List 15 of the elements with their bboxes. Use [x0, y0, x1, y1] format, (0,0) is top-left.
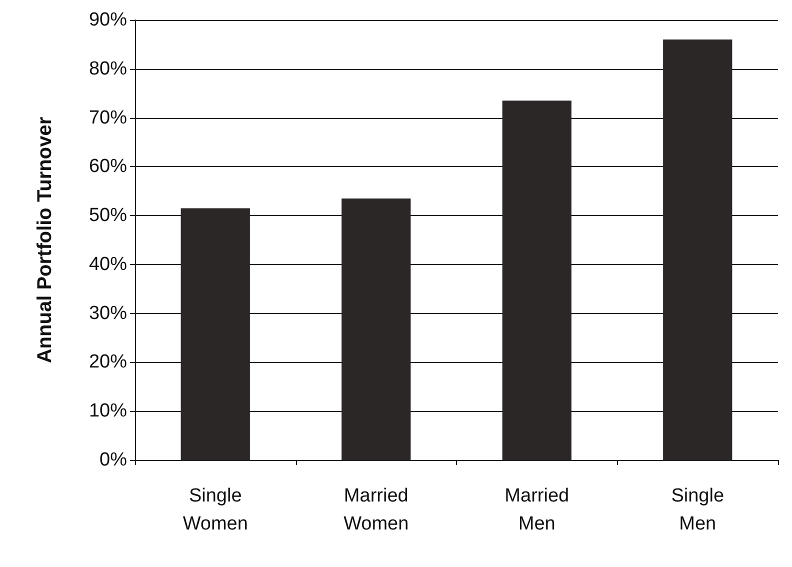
- x-tick-label: Single Men: [671, 486, 724, 534]
- y-tick-label: 10%: [88, 400, 128, 422]
- y-tick-label: 30%: [88, 302, 128, 324]
- y-tick-label: 60%: [88, 156, 128, 178]
- x-tick-label: Married Men: [504, 486, 570, 534]
- y-axis-title: Annual Portfolio Turnover: [34, 116, 56, 364]
- y-tick-label: 80%: [88, 58, 128, 80]
- x-tick-label: Married Women: [344, 486, 409, 534]
- y-tick-label: 40%: [88, 254, 128, 275]
- y-tick-label: 50%: [88, 205, 128, 226]
- y-tick-label: 70%: [88, 107, 128, 128]
- y-tick-label: 20%: [88, 352, 128, 373]
- y-tick-label: 0%: [100, 450, 128, 470]
- y-tick-label: 90%: [88, 10, 128, 30]
- x-tick-label: Single Women: [182, 486, 248, 534]
